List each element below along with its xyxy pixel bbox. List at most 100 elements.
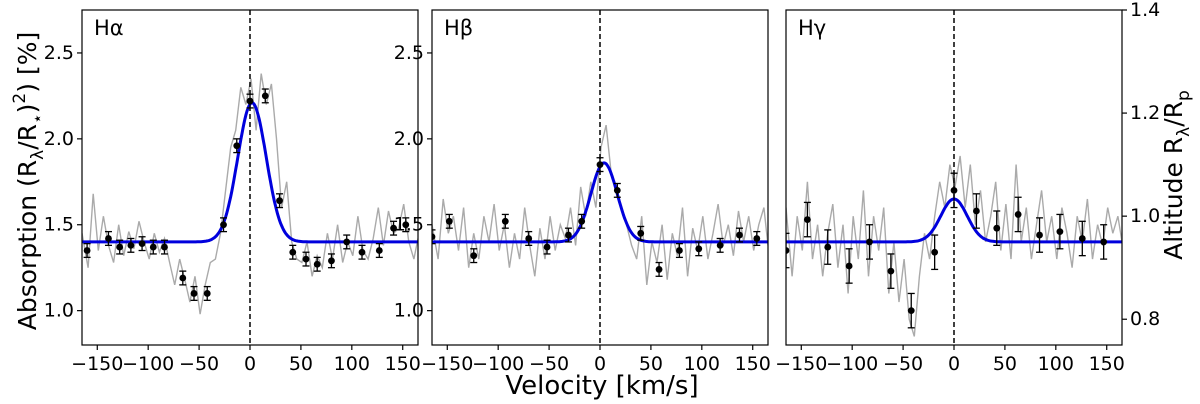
x-tick-label: −150 [71, 353, 123, 375]
right-y-tick-label: 1.0 [1130, 205, 1160, 227]
binned-point [735, 227, 743, 243]
binned-point [127, 237, 135, 253]
x-tick-label: −100 [472, 353, 524, 375]
y-tick-label: 1.0 [44, 300, 74, 322]
binned-point [246, 93, 254, 109]
binned-point [786, 232, 790, 269]
x-tick-label: −50 [179, 353, 219, 375]
y-tick-label: 2.0 [394, 128, 424, 150]
binned-point [803, 201, 811, 238]
plot-area [432, 10, 768, 345]
x-tick-label: −150 [421, 353, 473, 375]
binned-point [578, 213, 586, 229]
y-tick-label: 1.5 [394, 214, 424, 236]
binned-point [402, 217, 410, 233]
binned-point [675, 242, 683, 259]
binned-point [1100, 224, 1108, 260]
x-tick-label: −150 [775, 353, 827, 375]
x-tick-label: −100 [826, 353, 878, 375]
binned-point [343, 234, 351, 250]
x-tick-label: −50 [883, 353, 923, 375]
panel-label: Hα [94, 16, 124, 40]
binned-point [445, 213, 453, 229]
binned-point [931, 234, 939, 271]
y-tick-label: 1.0 [394, 300, 424, 322]
x-tick-label: −50 [529, 353, 569, 375]
binned-point [501, 213, 509, 229]
binned-point [390, 220, 398, 236]
panel-1: −150−100 −50 0 50 100 150 1.0 1.5 2.0 2.5 Hα [44, 9, 421, 375]
binned-point [138, 236, 146, 252]
binned-point [358, 244, 366, 260]
x-tick-label: 150 [735, 353, 771, 375]
binned-point [313, 256, 321, 272]
binned-point [596, 157, 604, 173]
x-tick-label: 50 [639, 353, 663, 375]
binned-point [887, 253, 895, 289]
binned-point [972, 193, 980, 229]
x-tick-label: 150 [385, 353, 421, 375]
binned-point [907, 292, 915, 329]
y-tick-label: 2.5 [394, 42, 424, 64]
binned-point [220, 217, 228, 233]
y-axis-label-left: Absorption (Rλ/R⋆)2) [%] [10, 32, 48, 330]
binned-point [116, 239, 124, 255]
raw-spectrum-line [786, 155, 1122, 337]
panel-label: Hβ [444, 16, 473, 40]
x-tick-label: 100 [684, 353, 720, 375]
binned-point [824, 229, 832, 265]
binned-point [865, 224, 873, 260]
plot-area [786, 10, 1122, 345]
binned-point [470, 248, 478, 264]
panel-2: −150−100 −50 0 50 100 150 1.0 1.5 2.0 2.5 Hβ [394, 9, 771, 375]
binned-point [1014, 196, 1022, 233]
binned-point [203, 285, 211, 301]
binned-point [695, 241, 703, 257]
binned-point [375, 242, 383, 259]
binned-point [179, 270, 187, 286]
panel-3: −150−100 −50 0 50 100 150 0.8 1.0 1.2 1.4 Hγ [775, 0, 1160, 375]
binned-point [432, 229, 436, 245]
binned-point [525, 230, 533, 247]
x-tick-label: 0 [244, 353, 256, 375]
binned-point [276, 193, 284, 209]
y-tick-label: 1.5 [44, 214, 74, 236]
binned-point [261, 88, 269, 104]
binned-point [637, 225, 645, 241]
right-y-tick-label: 0.8 [1130, 308, 1160, 330]
binned-point [149, 239, 157, 255]
x-axis-label: Velocity [km/s] [505, 371, 698, 401]
binned-point [564, 227, 572, 243]
binned-point [655, 261, 663, 277]
binned-point [233, 138, 241, 154]
x-tick-label: 100 [334, 353, 370, 375]
binned-point [160, 239, 168, 255]
x-tick-label: 0 [594, 353, 606, 375]
panels: −150−100 −50 0 50 100 1501.01.52.02.5Hα−150−1… [44, 0, 1160, 375]
y-tick-label: 2.5 [44, 42, 74, 64]
binned-point [613, 182, 621, 198]
x-tick-label: −100 [122, 353, 174, 375]
binned-point [543, 239, 551, 255]
panel-label: Hγ [798, 16, 826, 40]
binned-point [716, 237, 724, 253]
right-y-tick-label: 1.4 [1130, 0, 1160, 21]
x-tick-label: 0 [948, 353, 960, 375]
binned-point [1036, 217, 1044, 253]
plot-area [82, 10, 418, 345]
binned-point [950, 172, 958, 209]
x-tick-label: 50 [289, 353, 313, 375]
x-tick-label: 150 [1089, 353, 1125, 375]
x-tick-label: 100 [1038, 353, 1074, 375]
binned-point [753, 230, 761, 247]
x-tick-label: 50 [993, 353, 1017, 375]
y-tick-label: 2.0 [44, 128, 74, 150]
binned-point [83, 242, 91, 259]
binned-point [289, 244, 297, 260]
binned-point [327, 253, 335, 269]
binned-point [302, 251, 310, 267]
binned-point [190, 285, 198, 301]
binned-point [104, 230, 112, 247]
binned-point [993, 210, 1001, 247]
